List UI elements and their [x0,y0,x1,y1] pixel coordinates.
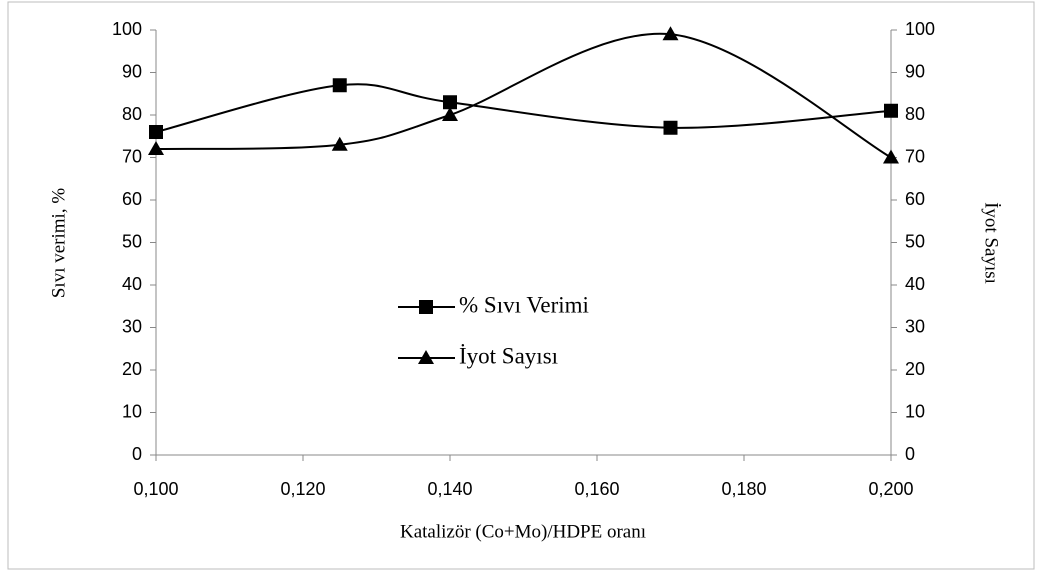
data-point [149,125,163,139]
y2-tick-label: 30 [905,316,925,336]
x-tick-label: 0,100 [133,479,178,499]
y2-axis-label: İyot Sayısı [981,202,1002,284]
y-tick-label: 0 [132,444,142,464]
data-point [662,26,679,41]
y2-tick-label: 100 [905,19,935,39]
y2-tick-label: 70 [905,146,925,166]
data-point [332,78,347,93]
y-tick-label: 40 [122,274,142,294]
chart-border [7,1,1035,570]
data-point [883,149,899,164]
y2-tick-label: 80 [905,104,925,124]
y-axis-label: Sıvı verimi, % [48,188,69,298]
legend-label: İyot Sayısı [459,343,558,368]
y2-tick-label: 90 [905,61,925,81]
x-tick-label: 0,200 [868,479,913,499]
y-tick-label: 50 [122,231,142,251]
y-tick-label: 10 [122,401,142,421]
legend-marker [418,350,434,364]
y-tick-label: 60 [122,189,142,209]
x-tick-label: 0,160 [574,479,619,499]
y2-tick-label: 0 [905,444,915,464]
y2-tick-label: 10 [905,401,925,421]
series-line [155,83,892,133]
y2-tick-label: 40 [905,274,925,294]
x-tick-label: 0,120 [280,479,325,499]
x-tick-label: 0,180 [721,479,766,499]
x-tick-label: 0,140 [427,479,472,499]
y-tick-label: 80 [122,104,142,124]
y2-tick-label: 20 [905,359,925,379]
data-point [443,95,457,110]
legend-label: % Sıvı Verimi [459,292,589,317]
legend-marker [419,300,433,314]
y2-tick-label: 50 [905,231,925,251]
y-tick-label: 100 [112,19,142,39]
data-point [884,103,898,118]
data-point [148,141,164,155]
y-tick-label: 90 [122,61,142,81]
y-tick-label: 30 [122,316,142,336]
y-tick-label: 20 [122,359,142,379]
series-line [155,32,892,159]
x-axis-label: Katalizör (Co+Mo)/HDPE oranı [400,521,646,542]
y2-tick-label: 60 [905,189,925,209]
data-point [442,107,458,121]
data-point [331,136,348,151]
y-tick-label: 70 [122,146,142,166]
data-point [663,120,678,135]
